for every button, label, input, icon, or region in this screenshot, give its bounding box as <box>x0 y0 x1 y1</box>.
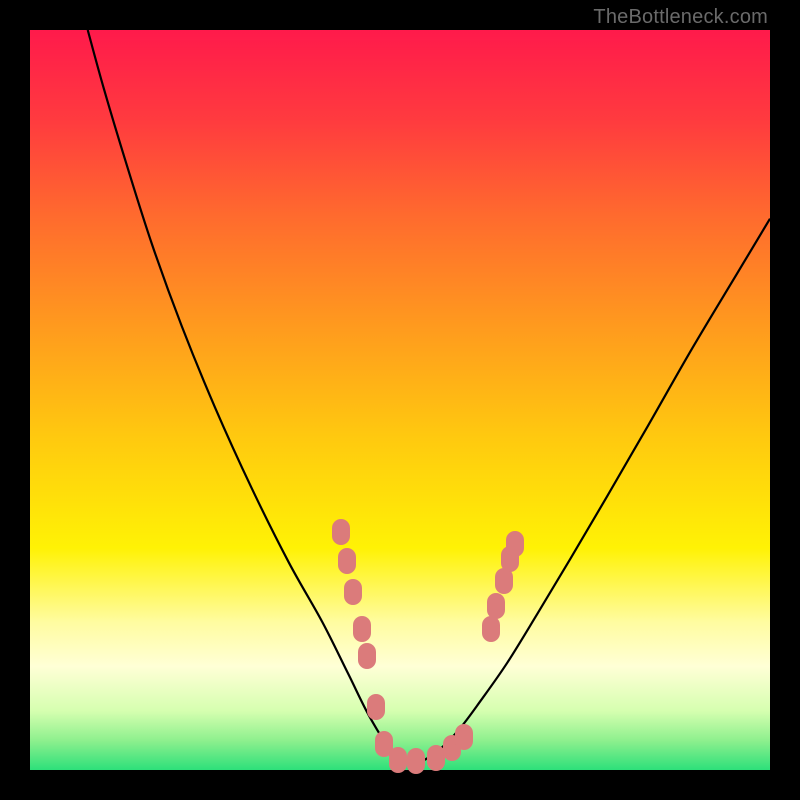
curve-marker <box>358 643 376 669</box>
curve-marker <box>353 616 371 642</box>
plot-area <box>30 30 770 770</box>
curve-marker <box>506 531 524 557</box>
watermark-text: TheBottleneck.com <box>593 6 768 29</box>
curve-marker <box>389 747 407 773</box>
curve-marker <box>367 694 385 720</box>
curve-marker <box>338 548 356 574</box>
curve-marker <box>482 616 500 642</box>
curve-marker <box>344 579 362 605</box>
v-curve <box>88 30 770 763</box>
curve-marker <box>487 593 505 619</box>
curve-marker <box>407 748 425 774</box>
curve-svg <box>30 30 770 770</box>
curve-marker <box>332 519 350 545</box>
stage: TheBottleneck.com <box>0 0 800 800</box>
curve-marker <box>455 724 473 750</box>
curve-marker <box>495 568 513 594</box>
